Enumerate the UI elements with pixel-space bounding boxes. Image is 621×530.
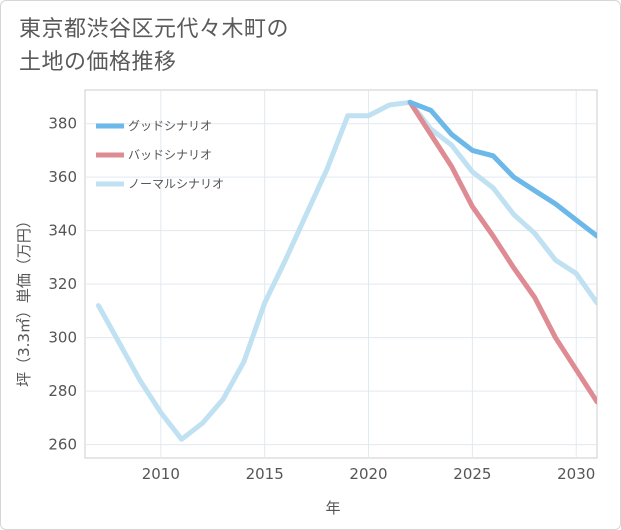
series-line-normal (96, 99, 597, 442)
x-tick-labels: 2010 2015 2020 2025 2030 (142, 465, 596, 483)
x-tick-label: 2030 (557, 465, 595, 483)
y-tick-label: 340 (48, 222, 77, 240)
legend-item-good-label: グッドシナリオ (128, 119, 212, 133)
series-lines (96, 99, 597, 442)
y-tick-label: 360 (48, 168, 77, 186)
x-tick-label: 2020 (349, 465, 387, 483)
plot-area (84, 89, 598, 459)
y-tick-label: 380 (48, 115, 77, 133)
y-tick-label: 320 (48, 275, 77, 293)
chart-title-line-2: 土地の価格推移 (19, 50, 177, 75)
y-tick-labels: 260 280 300 320 340 360 380 (48, 115, 77, 454)
chart-title: 東京都渋谷区元代々木町の 土地の価格推移 (19, 13, 289, 79)
y-tick-label: 260 (48, 436, 77, 454)
x-tick-label: 2010 (142, 465, 180, 483)
x-tick-label: 2015 (246, 465, 284, 483)
y-tick-label: 300 (48, 329, 77, 347)
chart-title-line-1: 東京都渋谷区元代々木町の (19, 17, 290, 42)
x-tick-label: 2025 (453, 465, 491, 483)
y-tick-label: 280 (48, 382, 77, 400)
legend-item-normal-label: ノーマルシナリオ (128, 177, 224, 191)
series-line-bad (407, 99, 597, 405)
y-axis-label: 坪（3.3㎡）単価（万円） (15, 213, 33, 387)
legend-item-bad-label: バッドシナリオ (128, 148, 212, 162)
x-axis-label: 年 (325, 499, 340, 517)
series-line-good (407, 99, 597, 239)
